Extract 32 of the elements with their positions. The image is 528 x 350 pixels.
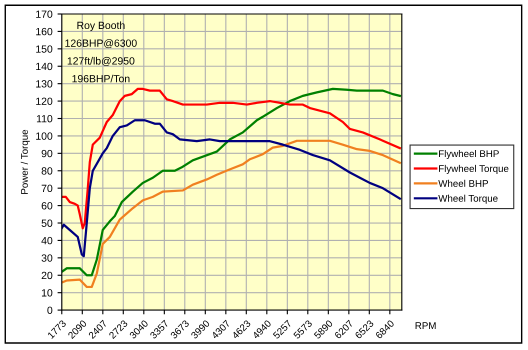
line-series [62, 88, 401, 276]
annotation: 196BHP/Ton [72, 74, 130, 82]
y-tick-label: 90 [42, 150, 52, 158]
y-tick-label: 150 [36, 45, 52, 53]
y-axis-title: Power / Torque [20, 130, 30, 194]
y-tick-label: 60 [42, 202, 52, 210]
line-series [62, 140, 401, 288]
y-tick-label: 100 [36, 132, 52, 140]
y-tick-label: 40 [41, 236, 52, 244]
y-tick-label: 130 [36, 80, 52, 88]
annotation: 126BHP@6300 [65, 39, 137, 48]
y-tick-label: 80 [42, 167, 52, 175]
annotation: 127ft/lb@2950 [68, 56, 134, 66]
legend-label: Wheel Torque [438, 194, 498, 204]
y-tick-label: 70 [42, 184, 52, 192]
y-tick-label: 140 [36, 62, 52, 70]
y-tick-label: 170 [36, 10, 52, 18]
legend-label: Flywheel Torque [439, 164, 508, 174]
y-tick-label: 30 [42, 254, 52, 262]
line-series [62, 119, 401, 258]
y-tick-label: 20 [42, 272, 52, 280]
line-series [62, 88, 401, 230]
y-tick-label: 120 [36, 98, 52, 105]
y-tick-label: 50 [42, 220, 52, 227]
x-axis-title: RPM [416, 322, 436, 329]
y-tick-label: 110 [36, 115, 52, 122]
legend-label: Flywheel BHP [439, 150, 499, 160]
y-tick-label: 0 [47, 306, 52, 314]
y-tick-label: 160 [36, 28, 52, 36]
annotation: Roy Booth [77, 21, 125, 32]
legend-label: Wheel BHP [438, 180, 488, 187]
y-tick-label: 10 [42, 289, 52, 297]
